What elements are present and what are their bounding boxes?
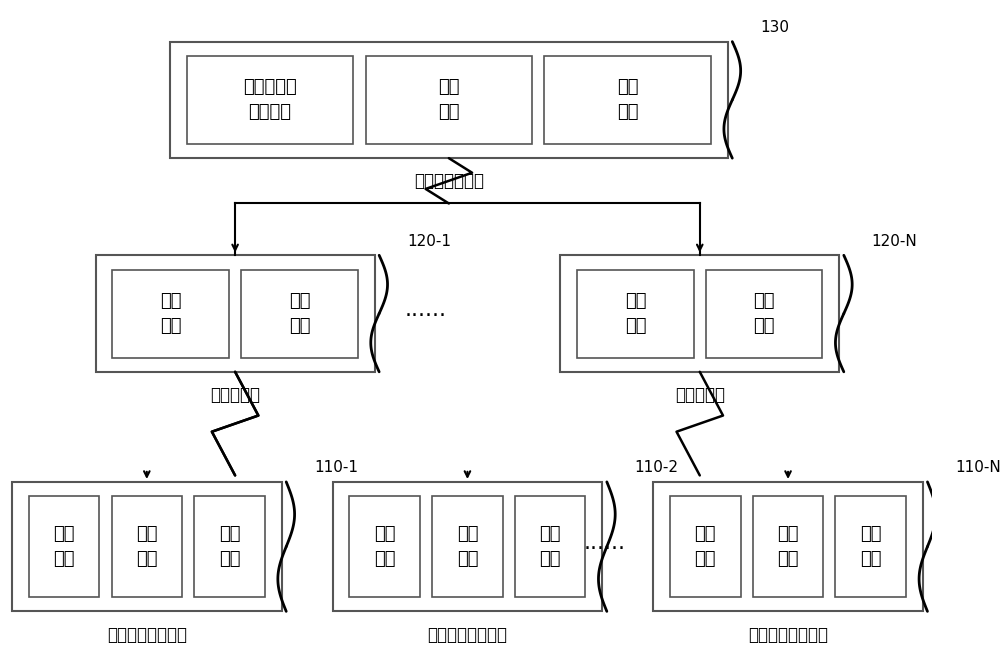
- Text: 130: 130: [760, 20, 789, 35]
- Text: 传感
单元: 传感 单元: [695, 525, 716, 568]
- Text: 控制
单元: 控制 单元: [777, 525, 799, 568]
- Text: 通信
单元: 通信 单元: [617, 78, 638, 121]
- Bar: [515, 496, 585, 597]
- Text: 无线车位检测节点: 无线车位检测节点: [748, 626, 828, 644]
- Text: 通信
单元: 通信 单元: [289, 292, 310, 335]
- Text: 控制
单元: 控制 单元: [438, 78, 460, 121]
- Bar: [706, 270, 822, 358]
- Bar: [112, 270, 229, 358]
- Text: 110-1: 110-1: [314, 460, 358, 475]
- Bar: [432, 496, 503, 597]
- Bar: [653, 482, 923, 611]
- Bar: [753, 496, 823, 597]
- Text: 无线路由器: 无线路由器: [210, 386, 260, 404]
- Bar: [170, 42, 728, 158]
- Bar: [29, 496, 99, 597]
- Bar: [670, 496, 741, 597]
- Text: 无线车位检测节点: 无线车位检测节点: [427, 626, 507, 644]
- Text: 通信
单元: 通信 单元: [860, 525, 882, 568]
- Bar: [577, 270, 694, 358]
- Text: ......: ......: [584, 534, 626, 553]
- Text: 外部网络及
应用接口: 外部网络及 应用接口: [243, 78, 297, 121]
- Bar: [333, 482, 602, 611]
- Bar: [366, 56, 532, 144]
- Text: 传感
单元: 传感 单元: [53, 525, 75, 568]
- Text: 控制
单元: 控制 单元: [625, 292, 646, 335]
- Text: 通信
单元: 通信 单元: [539, 525, 561, 568]
- Bar: [194, 496, 265, 597]
- Text: 无线接入点设备: 无线接入点设备: [414, 172, 484, 191]
- Text: 控制
单元: 控制 单元: [457, 525, 478, 568]
- Bar: [241, 270, 358, 358]
- Text: 无线车位检测节点: 无线车位检测节点: [107, 626, 187, 644]
- Text: 无线路由器: 无线路由器: [675, 386, 725, 404]
- Text: 120-N: 120-N: [872, 234, 917, 249]
- Text: ......: ......: [405, 300, 447, 321]
- Text: 120-1: 120-1: [407, 234, 451, 249]
- Text: 通信
单元: 通信 单元: [753, 292, 775, 335]
- Bar: [12, 482, 282, 611]
- Bar: [112, 496, 182, 597]
- Text: 控制
单元: 控制 单元: [136, 525, 158, 568]
- Bar: [349, 496, 420, 597]
- Text: 110-2: 110-2: [635, 460, 679, 475]
- Bar: [835, 496, 906, 597]
- Bar: [544, 56, 711, 144]
- Bar: [96, 255, 375, 372]
- Bar: [187, 56, 353, 144]
- Text: 控制
单元: 控制 单元: [160, 292, 182, 335]
- Bar: [560, 255, 839, 372]
- Text: 传感
单元: 传感 单元: [374, 525, 395, 568]
- Text: 通信
单元: 通信 单元: [219, 525, 240, 568]
- Text: 110-N: 110-N: [955, 460, 1000, 475]
